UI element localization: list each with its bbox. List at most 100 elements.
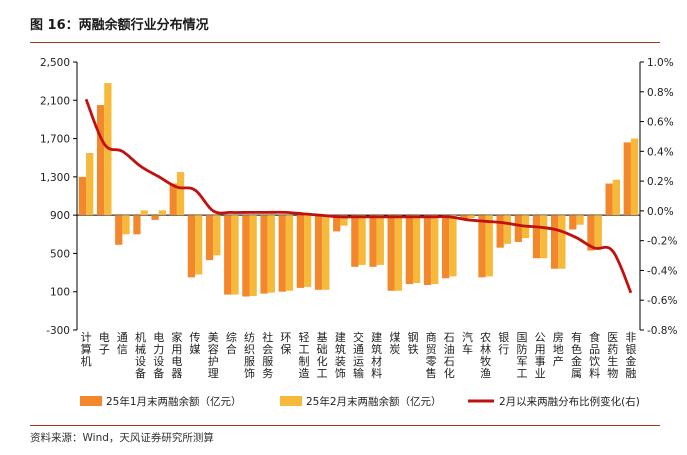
bar-feb [594,215,602,248]
bar-feb [630,138,639,216]
category-label: 家用电器 [171,330,182,380]
legend-swatch-jan [80,396,102,406]
legend-swatch-feb [280,396,302,406]
bar-feb [503,215,512,244]
category-label: 通信 [117,331,128,356]
category-label: 电子 [99,331,110,356]
bar-feb [213,215,221,256]
bar-feb [267,215,275,293]
bar-jan [478,215,486,278]
ratio-change-line [84,98,633,294]
bar-series-group [78,83,639,297]
plot-frame [76,62,641,330]
bar-jan [369,215,377,267]
bar-jan [551,215,559,269]
bar-feb [576,215,584,225]
bar-jan [460,215,468,220]
category-label: 汽车 [462,330,473,356]
category-label: 钢铁 [407,331,418,356]
right-tick-label: -0.6% [647,295,677,307]
category-label: 银行 [498,330,509,356]
bar-jan [514,215,522,242]
bar-jan [532,215,541,259]
bar-jan [242,215,250,297]
category-label: 建筑装饰 [335,330,346,380]
source-note: 资料来源：Wind，天风证券研究所测算 [30,432,214,444]
bar-feb [540,215,548,259]
category-label: 计算机 [81,331,92,368]
bar-jan [587,215,595,251]
left-tick-label: 2,100 [40,95,70,107]
bar-jan [260,215,268,294]
right-tick-label: -0.2% [647,236,677,248]
bar-feb [340,215,348,226]
category-label: 综合 [226,330,237,356]
left-tick-label: -300 [46,325,70,337]
category-label: 农林牧渔 [480,330,491,380]
bar-jan [314,215,323,290]
bar-jan [96,105,105,216]
category-label: 机械设备 [135,330,146,380]
right-tick-label: -0.8% [647,325,677,337]
bar-jan [224,215,232,295]
left-tick-label: 500 [50,248,70,260]
bar-feb [304,215,312,287]
title-rule [30,42,660,43]
right-tick-label: 0.8% [647,87,674,99]
bar-jan [605,183,613,216]
bar-feb [176,172,185,216]
bar-jan [278,215,286,292]
bar-jan [115,215,123,245]
bar-feb [376,215,384,265]
chart-title: 图 16：两融余额行业分布情况 [30,18,209,33]
bar-feb [249,215,257,297]
bar-jan [333,215,341,232]
bar-feb [285,215,294,291]
bar-feb [449,215,457,277]
bar-feb [158,210,166,216]
bar-feb [431,215,439,285]
category-label: 石油石化 [444,331,455,380]
bar-jan [187,215,196,278]
right-tick-label: 0.4% [647,146,674,158]
category-label: 环保 [280,331,291,356]
category-label: 国防军工 [516,331,527,380]
category-label: 房地产 [553,331,564,368]
left-tick-label: 1,300 [40,172,70,184]
chart-canvas: -300 100 500 900 1,300 1,700 2,100 2,500 -0.8% -0… [40,57,678,408]
right-tick-label: 0.0% [647,206,674,218]
bar-jan [169,183,177,216]
category-label: 煤炭 [389,331,400,356]
line-series-group [84,98,633,294]
category-label: 基础化工 [317,331,328,380]
bar-jan [205,215,214,261]
left-tick-label: 100 [50,287,70,299]
right-tick-label: 0.2% [647,176,674,188]
legend-label-feb: 25年2月末两融余额（亿元） [306,395,442,408]
right-tick-label: 0.6% [647,117,674,129]
legend: 25年1月末两融余额（亿元） 25年2月末两融余额（亿元） 2月以来两融分布比例变化… [80,395,640,408]
category-label: 医药生物 [607,331,618,380]
category-label: 电力设备 [153,331,164,380]
bar-feb [467,215,475,219]
footer-rule [30,425,660,426]
bar-jan [296,215,305,288]
category-label: 交通运输 [353,330,364,380]
bar-feb [612,179,621,216]
category-label: 有色金属 [571,330,582,380]
bar-feb [322,215,330,290]
bar-feb [86,152,94,216]
left-tick-label: 900 [50,210,70,222]
category-label: 非银金融 [625,331,636,380]
bar-feb [358,215,366,265]
axes-group: -300 100 500 900 1,300 1,700 2,100 2,500 -0.8% -0… [40,57,678,337]
bar-jan [496,215,504,248]
category-labels: 计算机电子通信机械设备电力设备家用电器传媒美容护理综合纺织服饰社会服务环保轻工制… [81,330,637,380]
category-label: 食品饮料 [589,330,600,380]
category-label: 传媒 [190,331,201,356]
bar-feb [412,215,421,284]
bar-jan [151,215,159,220]
left-tick-label: 1,700 [40,134,70,146]
bar-feb [140,210,148,216]
bar-jan [133,215,141,235]
